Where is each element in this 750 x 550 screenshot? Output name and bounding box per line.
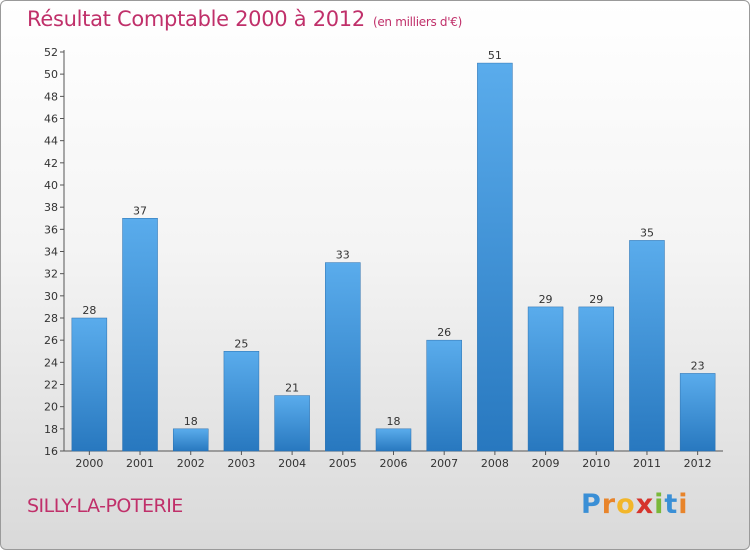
bar <box>375 428 412 452</box>
bars: 28 37 18 25 21 33 18 26 51 29 29 35 23 <box>71 49 716 452</box>
y-tick-label: 30 <box>44 290 58 303</box>
x-tick-label: 2005 <box>329 457 357 470</box>
y-tick-label: 34 <box>44 246 58 259</box>
y-tick-label: 52 <box>44 46 58 59</box>
bar <box>325 262 361 452</box>
logo-letter: o <box>616 489 636 520</box>
x-tick-label: 2012 <box>684 457 712 470</box>
y-tick-label: 48 <box>44 90 58 103</box>
y-tick-label: 16 <box>44 445 58 458</box>
bar <box>578 306 615 452</box>
bar-value-label: 35 <box>640 226 654 239</box>
y-tick-label: 38 <box>44 201 58 214</box>
axes: 16 18 20 22 24 26 28 30 32 34 36 38 40 42 44 46 48 50 52 20… <box>44 46 723 470</box>
x-tick-label: 2002 <box>177 457 205 470</box>
bar-value-label: 25 <box>234 337 248 350</box>
x-tick-label: 2000 <box>75 457 103 470</box>
x-tick-label: 2009 <box>532 457 560 470</box>
bar <box>477 62 513 452</box>
y-tick-label: 32 <box>44 268 58 281</box>
y-tick-label: 46 <box>44 113 58 126</box>
y-tick-label: 26 <box>44 334 58 347</box>
logo-letter: r <box>601 489 617 520</box>
y-tick-label: 36 <box>44 223 58 236</box>
chart-title: Résultat Comptable 2000 à 2012 (en millie… <box>27 7 462 31</box>
bar-value-label: 21 <box>285 382 299 395</box>
bar <box>426 339 462 452</box>
x-tick-label: 2011 <box>633 457 661 470</box>
logo-letter: x <box>635 489 655 520</box>
bar <box>629 240 665 452</box>
bar-value-label: 37 <box>133 204 147 217</box>
logo-letter: P <box>581 489 602 520</box>
bar-value-label: 51 <box>488 49 502 62</box>
x-tick-label: 2003 <box>227 457 255 470</box>
bar-value-label: 33 <box>336 249 350 262</box>
x-tick-label: 2010 <box>582 457 610 470</box>
bar <box>679 373 716 452</box>
y-tick-label: 28 <box>44 312 58 325</box>
chart-subtitle: (en milliers d'€) <box>372 15 462 29</box>
location-label: SILLY-LA-POTERIE <box>27 495 183 517</box>
bar <box>274 395 310 452</box>
bar <box>527 306 564 452</box>
x-tick-label: 2006 <box>380 457 408 470</box>
bar-value-label: 18 <box>387 415 401 428</box>
bar <box>122 218 158 452</box>
bar <box>71 317 108 452</box>
y-tick-label: 22 <box>44 379 58 392</box>
y-tick-label: 18 <box>44 423 58 436</box>
bar-value-label: 26 <box>437 326 451 339</box>
bar-value-label: 29 <box>539 293 553 306</box>
y-tick-label: 44 <box>44 135 58 148</box>
x-tick-label: 2001 <box>126 457 154 470</box>
bar-value-label: 18 <box>184 415 198 428</box>
logo-letter: t <box>664 489 679 520</box>
bar-value-label: 29 <box>589 293 603 306</box>
y-tick-label: 24 <box>44 356 58 369</box>
y-tick-label: 42 <box>44 157 58 170</box>
logo-letter: i <box>678 489 689 520</box>
bar-value-label: 28 <box>82 304 96 317</box>
proxiti-logo: Proxiti <box>581 489 689 520</box>
bar <box>223 351 260 452</box>
y-tick-label: 20 <box>44 401 58 414</box>
bar-value-label: 23 <box>691 359 705 372</box>
bar <box>172 428 209 452</box>
x-tick-label: 2007 <box>430 457 458 470</box>
x-tick-label: 2004 <box>278 457 306 470</box>
y-tick-label: 40 <box>44 179 58 192</box>
x-tick-label: 2008 <box>481 457 509 470</box>
logo-letter: i <box>654 489 665 520</box>
y-tick-label: 50 <box>44 68 58 81</box>
